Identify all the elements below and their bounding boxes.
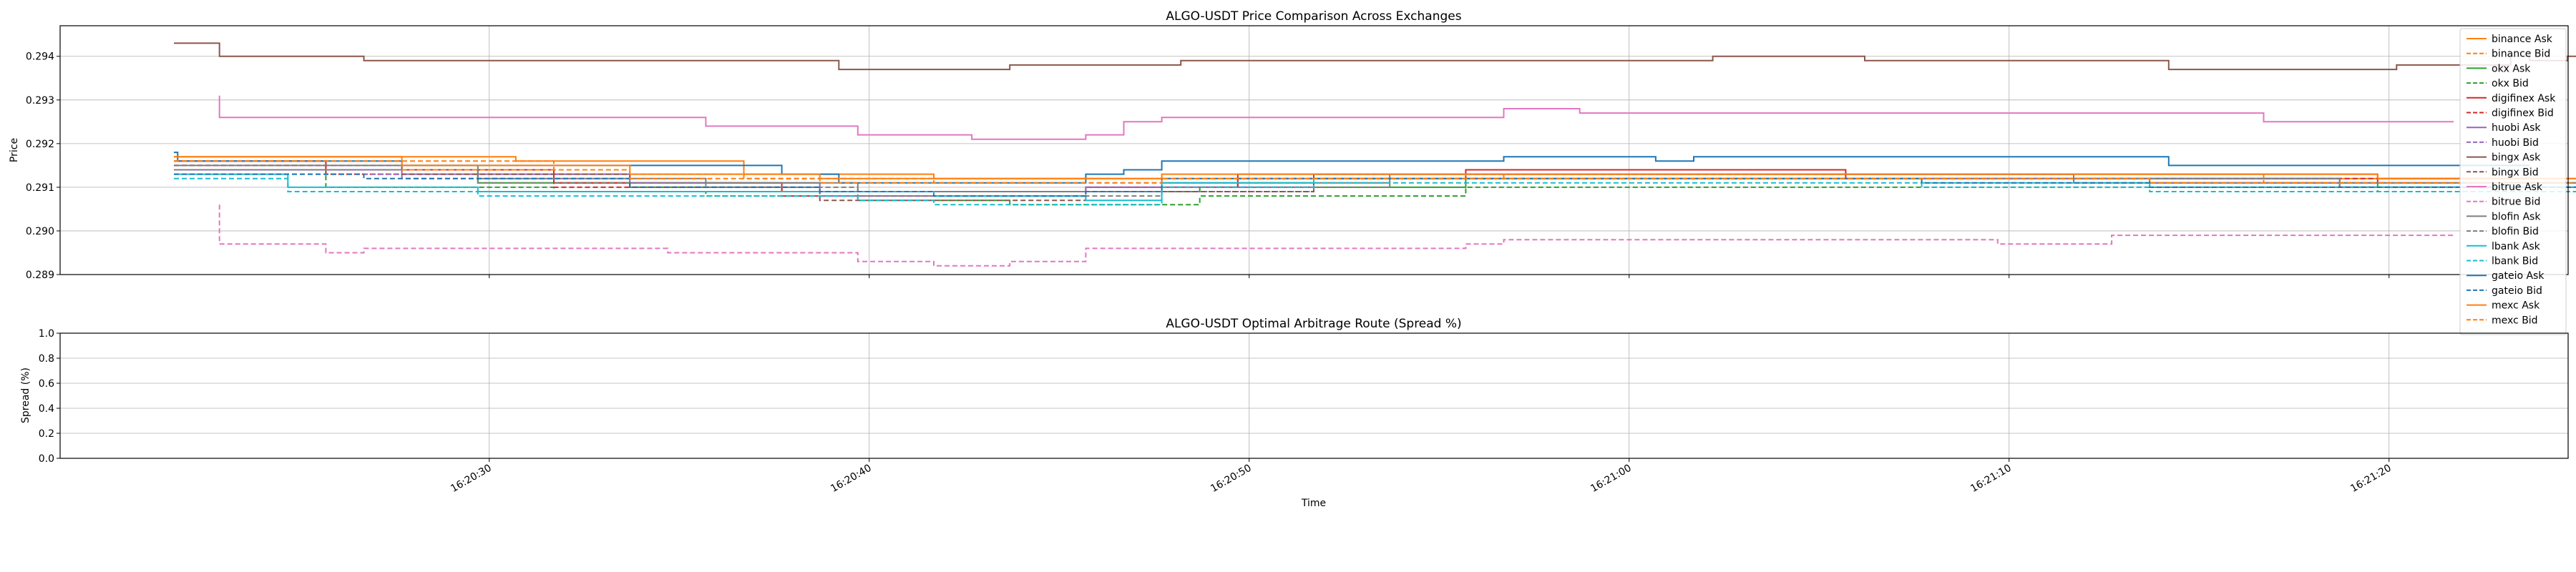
bottom-y-ticks: 0.0 0.2 0.4 0.6 0.8 1.0 <box>39 328 60 465</box>
bottom-y-tick-label: 0.8 <box>39 353 54 365</box>
series-line-gateio-ask <box>174 152 2530 184</box>
bottom-y-axis-label: Spread (%) <box>20 368 31 423</box>
legend-label: gateio Bid <box>2492 285 2542 297</box>
legend-label: huobi Bid <box>2492 137 2539 149</box>
top-y-tick-label: 0.289 <box>26 270 54 281</box>
bottom-y-tick-label: 0.0 <box>39 453 54 465</box>
series-line-mexc-bid <box>174 160 2576 184</box>
legend-label: bingx Ask <box>2492 152 2541 164</box>
legend-label: blofin Bid <box>2492 226 2539 237</box>
legend: binance Ask binance Bid okx Ask okx Bid digi… <box>2459 28 2567 335</box>
top-y-axis-label: Price <box>9 138 20 162</box>
legend-label: digifinex Bid <box>2492 108 2554 119</box>
legend-label: binance Bid <box>2492 49 2550 60</box>
legend-label: huobi Ask <box>2492 122 2541 134</box>
top-chart-title: ALGO-USDT Price Comparison Across Exchan… <box>1166 9 1461 24</box>
price-series-lines <box>174 42 2576 267</box>
legend-label: okx Ask <box>2492 63 2531 74</box>
legend-label: mexc Ask <box>2492 300 2540 312</box>
legend-label: lbank Ask <box>2492 241 2541 252</box>
legend-box <box>2459 28 2567 335</box>
bottom-chart-title: ALGO-USDT Optimal Arbitrage Route (Sprea… <box>1166 317 1461 331</box>
series-line-gateio-bid <box>174 173 2576 197</box>
legend-label: lbank Bid <box>2492 256 2538 267</box>
top-y-tick-label: 0.291 <box>26 182 54 194</box>
bottom-y-tick-label: 1.0 <box>39 328 54 340</box>
bottom-y-tick-label: 0.6 <box>39 378 54 390</box>
top-x-ticks <box>489 275 2390 278</box>
legend-label: gateio Ask <box>2492 270 2545 282</box>
top-y-tick-label: 0.290 <box>26 226 54 237</box>
legend-label: blofin Ask <box>2492 211 2541 222</box>
series-line-bitrue-bid <box>218 204 2454 267</box>
top-y-tick-label: 0.293 <box>26 95 54 107</box>
legend-label: okx Bid <box>2492 78 2529 89</box>
bottom-y-tick-label: 0.2 <box>39 428 54 440</box>
series-line-lbank-bid <box>174 177 2576 206</box>
bottom-plot-frame <box>59 332 2569 459</box>
x-axis-label: Time <box>1301 498 1326 509</box>
top-y-tick-label: 0.292 <box>26 139 54 150</box>
legend-label: bingx Bid <box>2492 167 2539 178</box>
series-line-mexc-ask <box>174 156 2576 179</box>
price-comparison-chart: 0.289 0.290 0.291 0.292 0.293 0.294 ALGO-USDT… <box>9 9 2576 335</box>
top-y-ticks: 0.289 0.290 0.291 0.292 0.293 0.294 <box>26 51 60 281</box>
series-line-bitrue-ask <box>218 95 2454 140</box>
legend-label: bitrue Ask <box>2492 182 2543 193</box>
top-y-tick-label: 0.294 <box>26 51 54 63</box>
bottom-y-tick-label: 0.4 <box>39 403 54 415</box>
legend-label: digifinex Ask <box>2492 93 2556 104</box>
legend-label: binance Ask <box>2492 34 2553 45</box>
top-plot-frame <box>59 25 2569 275</box>
legend-label: mexc Bid <box>2492 315 2538 326</box>
legend-items: binance Ask binance Bid okx Ask okx Bid digi… <box>2467 34 2556 326</box>
series-line-lbank-ask <box>174 173 2576 202</box>
legend-label: bitrue Bid <box>2492 197 2540 208</box>
